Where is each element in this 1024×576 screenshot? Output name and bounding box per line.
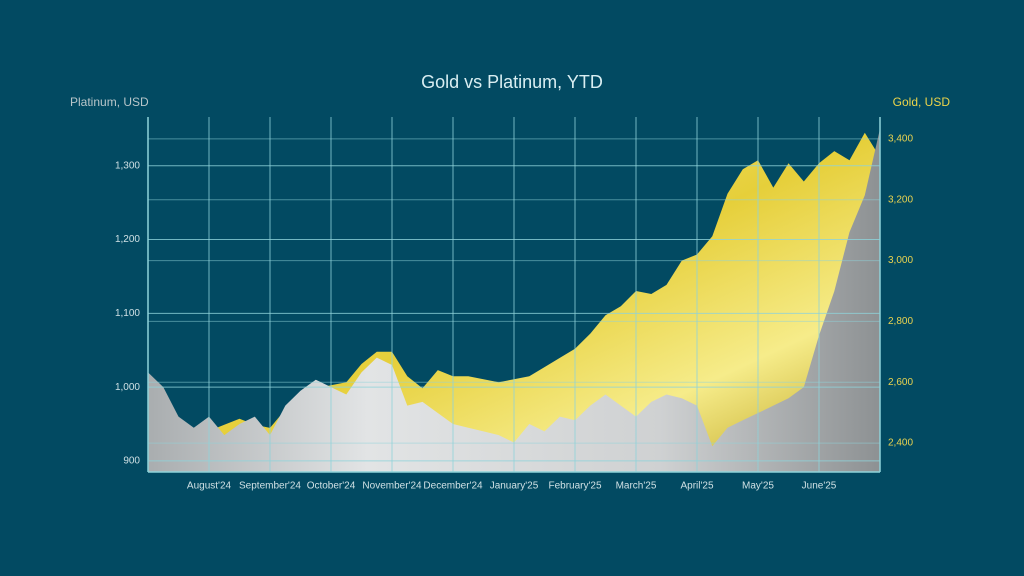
grid: [147, 117, 881, 473]
axis-labels: 900 1,000 1,100 1,200 1,300 2,400 2,600 2,800 3,…: [115, 134, 913, 492]
y2-tick-label: 2,800: [888, 316, 913, 327]
x-tick-label: September'24: [239, 481, 301, 492]
y-tick-label: 1,300: [115, 160, 140, 171]
y-tick-label: 1,200: [115, 234, 140, 245]
area: [148, 128, 880, 473]
y-tick-label: 900: [123, 456, 140, 467]
x-tick-label: December'24: [423, 481, 483, 492]
chart-title: Gold vs Platinum, YTD: [421, 72, 603, 92]
y-tick-label: 1,100: [115, 308, 140, 319]
y2-tick-label: 2,600: [888, 377, 913, 388]
x-tick-label: October'24: [307, 481, 356, 492]
y-axis-title: Platinum, USD: [70, 95, 149, 109]
x-tick-label: January'25: [490, 481, 539, 492]
x-tick-label: May'25: [742, 481, 774, 492]
y2-tick-label: 3,400: [888, 134, 913, 145]
y2-tick-label: 3,200: [888, 194, 913, 205]
y2-axis-title: Gold, USD: [893, 95, 951, 109]
x-tick-label: March'25: [616, 481, 657, 492]
y-tick-label: 1,000: [115, 382, 140, 393]
x-tick-label: February'25: [548, 481, 601, 492]
x-tick-label: June'25: [802, 481, 837, 492]
y2-tick-label: 3,000: [888, 255, 913, 266]
x-tick-label: April'25: [680, 481, 713, 492]
x-tick-label: November'24: [362, 481, 422, 492]
x-tick-label: August'24: [187, 481, 232, 492]
y2-tick-label: 2,400: [888, 438, 913, 449]
